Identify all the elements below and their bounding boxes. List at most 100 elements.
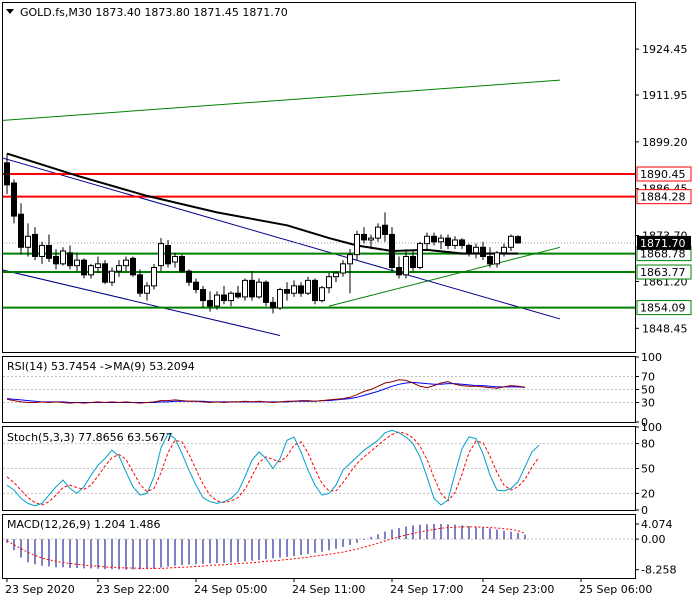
current-price-box	[637, 235, 691, 250]
candle	[347, 249, 353, 294]
candle	[431, 232, 437, 246]
candle-body	[18, 213, 24, 248]
rsi-tick-label: 70	[641, 371, 655, 384]
trend-line	[328, 246, 561, 307]
candle	[403, 249, 409, 279]
candle-body	[116, 265, 122, 272]
stoch-k-line	[6, 429, 540, 507]
candle-body	[501, 246, 507, 254]
stoch-tick-label: 100	[641, 421, 662, 434]
candle	[417, 241, 423, 270]
rsi-tick-label: 100	[641, 351, 662, 364]
rsi-tick-label: 0	[641, 416, 648, 429]
candle-body	[179, 255, 185, 272]
time-tick-label: 24 Sep 05:00	[194, 583, 267, 596]
main-panel-plot	[3, 79, 635, 336]
candle	[179, 254, 185, 274]
macd-plot	[6, 524, 526, 570]
time-tick-label: 25 Sep 06:00	[579, 583, 652, 596]
rsi-tick-label: 30	[641, 397, 655, 410]
candle	[487, 247, 493, 268]
candle	[158, 238, 164, 272]
stoch-tick-label: 80	[641, 438, 655, 451]
macd-signal-line	[6, 526, 526, 569]
candle-body	[438, 237, 444, 243]
stoch-plot	[6, 429, 540, 507]
candle	[4, 153, 10, 195]
candle	[130, 256, 136, 277]
chart-header: GOLD.fs,M30 1873.40 1873.80 1871.45 1871…	[20, 6, 288, 19]
candle	[200, 285, 206, 308]
candle-body	[39, 244, 45, 257]
candle-body	[46, 244, 52, 259]
candle-body	[123, 259, 129, 267]
rsi-title: RSI(14) 53.7454 ->MA(9) 53.2094	[7, 360, 195, 373]
macd-title: MACD(12,26,9) 1.204 1.486	[7, 518, 161, 531]
candle	[32, 227, 38, 261]
candle-body	[67, 252, 73, 267]
candle-body	[431, 235, 437, 243]
candle	[396, 256, 402, 279]
candle-body	[480, 246, 486, 257]
candle-body	[151, 267, 157, 287]
candle-body	[263, 281, 269, 303]
rsi-line	[6, 379, 526, 404]
stoch-tick-label: 0	[641, 504, 648, 517]
candle	[151, 263, 157, 290]
macd-tick-label: 0.00	[641, 533, 666, 546]
price-tick-label: 1924.45	[642, 43, 688, 56]
trend-line	[3, 269, 281, 336]
candle-body	[396, 267, 402, 276]
candle	[67, 245, 73, 270]
candle	[459, 238, 465, 250]
candle-body	[165, 244, 171, 265]
candle	[109, 267, 115, 286]
candle-body	[193, 281, 199, 291]
candle	[242, 278, 248, 301]
candle	[235, 285, 241, 299]
candle-body	[95, 263, 101, 269]
candle-body	[291, 285, 297, 294]
candle-body	[207, 300, 213, 307]
candle-body	[312, 279, 318, 302]
candle-body	[277, 289, 283, 309]
candle	[53, 249, 59, 270]
candle	[214, 291, 220, 310]
candle	[60, 247, 66, 266]
candle-body	[508, 235, 514, 248]
candle-body	[109, 270, 115, 283]
candle-body	[410, 255, 416, 269]
candle-body	[340, 263, 346, 274]
candle	[480, 241, 486, 261]
candle-body	[102, 263, 108, 283]
candle-body	[375, 226, 381, 239]
candle	[284, 282, 290, 301]
candle	[508, 234, 514, 251]
level-label: 1890.45	[640, 168, 686, 181]
candle-body	[235, 292, 241, 298]
candle	[270, 296, 276, 314]
candle	[382, 212, 388, 242]
candle-body	[88, 265, 94, 276]
candle	[354, 230, 360, 261]
candle-body	[256, 281, 262, 298]
candle-body	[298, 285, 304, 294]
level-label-box	[636, 166, 692, 182]
candle	[361, 227, 367, 244]
candle-body	[368, 237, 374, 241]
main-panel-frame	[2, 2, 636, 353]
candle-body	[424, 235, 430, 245]
candle	[11, 179, 17, 224]
candle	[74, 252, 80, 272]
candle-body	[389, 233, 395, 269]
candle-body	[333, 272, 339, 278]
candle	[515, 235, 521, 244]
level-label-box	[636, 300, 692, 316]
candle	[263, 280, 269, 307]
candle	[116, 260, 122, 277]
candle-body	[81, 259, 87, 276]
level-label: 1868.78	[640, 248, 686, 261]
candle	[277, 287, 283, 310]
price-tick-label: 1911.95	[642, 89, 688, 102]
